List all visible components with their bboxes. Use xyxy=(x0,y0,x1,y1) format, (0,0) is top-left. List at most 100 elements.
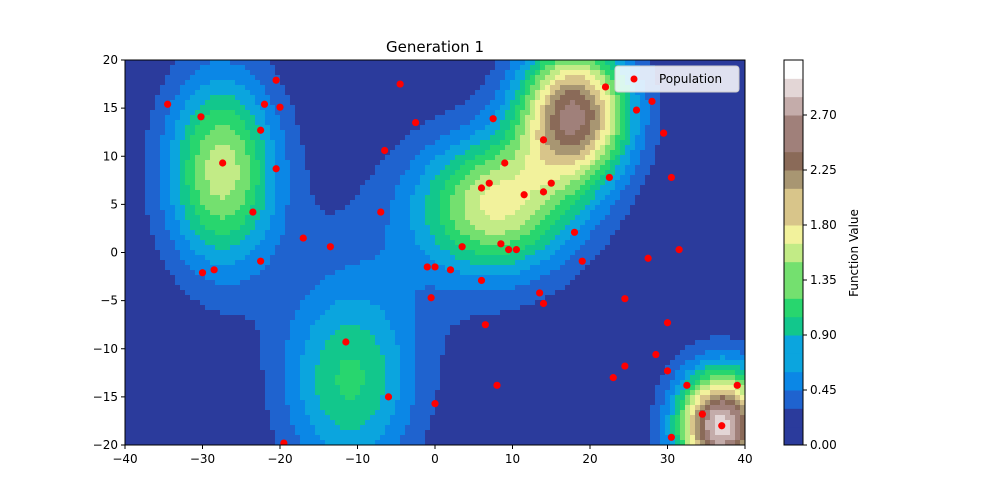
contour-cell xyxy=(245,70,251,76)
contour-cell xyxy=(370,220,376,226)
contour-cell xyxy=(690,250,696,256)
contour-cell xyxy=(710,90,716,96)
contour-cell xyxy=(355,235,361,241)
contour-cell xyxy=(420,235,426,241)
contour-cell xyxy=(145,70,151,76)
contour-cell xyxy=(455,195,461,201)
contour-cell xyxy=(200,105,206,111)
contour-cell xyxy=(170,170,176,176)
contour-cell xyxy=(275,115,281,121)
contour-cell xyxy=(435,180,441,186)
contour-cell xyxy=(505,230,511,236)
contour-cell xyxy=(720,160,726,166)
contour-cell xyxy=(680,195,686,201)
contour-cell xyxy=(525,185,531,191)
contour-cell xyxy=(300,155,306,161)
contour-cell xyxy=(425,185,431,191)
contour-cell xyxy=(435,120,441,126)
contour-cell xyxy=(485,190,491,196)
contour-cell xyxy=(370,210,376,216)
contour-cell xyxy=(150,130,156,136)
contour-cell xyxy=(450,255,456,261)
contour-cell xyxy=(125,190,131,196)
contour-cell xyxy=(485,195,491,201)
contour-cell xyxy=(160,215,166,221)
contour-cell xyxy=(680,220,686,226)
contour-cell xyxy=(660,105,666,111)
contour-cell xyxy=(285,95,291,101)
contour-cell xyxy=(375,225,381,231)
contour-cell xyxy=(450,235,456,241)
contour-cell xyxy=(690,215,696,221)
contour-cell xyxy=(690,60,696,66)
contour-cell xyxy=(525,120,531,126)
contour-cell xyxy=(565,200,571,206)
contour-cell xyxy=(320,215,326,221)
contour-cell xyxy=(445,185,451,191)
contour-cell xyxy=(325,110,331,116)
contour-cell xyxy=(250,115,256,121)
contour-cell xyxy=(530,205,536,211)
contour-cell xyxy=(630,250,636,256)
contour-cell xyxy=(250,150,256,156)
contour-cell xyxy=(655,245,661,251)
contour-cell xyxy=(495,85,501,91)
contour-cell xyxy=(740,180,745,186)
contour-cell xyxy=(225,190,231,196)
contour-cell xyxy=(710,230,716,236)
contour-cell xyxy=(585,150,591,156)
contour-cell xyxy=(405,65,411,71)
contour-cell xyxy=(665,240,671,246)
contour-cell xyxy=(230,75,236,81)
contour-cell xyxy=(300,70,306,76)
contour-cell xyxy=(125,250,131,256)
contour-cell xyxy=(610,60,616,66)
contour-cell xyxy=(435,115,441,121)
contour-cell xyxy=(595,70,601,76)
contour-cell xyxy=(530,130,536,136)
contour-cell xyxy=(400,170,406,176)
contour-cell xyxy=(310,125,316,131)
contour-cell xyxy=(605,255,611,261)
contour-cell xyxy=(180,175,186,181)
contour-cell xyxy=(485,80,491,86)
contour-cell xyxy=(140,130,146,136)
contour-cell xyxy=(465,90,471,96)
contour-cell xyxy=(680,135,686,141)
contour-cell xyxy=(250,135,256,141)
contour-cell xyxy=(345,95,351,101)
contour-cell xyxy=(380,200,386,206)
contour-cell xyxy=(705,100,711,106)
contour-cell xyxy=(130,110,136,116)
contour-cell xyxy=(230,195,236,201)
contour-cell xyxy=(425,170,431,176)
contour-cell xyxy=(395,185,401,191)
contour-cell xyxy=(670,60,676,66)
contour-cell xyxy=(560,150,566,156)
contour-cell xyxy=(480,75,486,81)
contour-cell xyxy=(175,225,181,231)
contour-cell xyxy=(670,240,676,246)
contour-cell xyxy=(720,90,726,96)
contour-cell xyxy=(270,175,276,181)
contour-cell xyxy=(240,240,246,246)
contour-cell xyxy=(495,135,501,141)
contour-cell xyxy=(175,165,181,171)
contour-cell xyxy=(140,135,146,141)
contour-cell xyxy=(365,155,371,161)
contour-cell xyxy=(425,150,431,156)
contour-cell xyxy=(415,135,421,141)
contour-cell xyxy=(465,105,471,111)
contour-cell xyxy=(515,195,521,201)
contour-cell xyxy=(395,165,401,171)
contour-cell xyxy=(485,120,491,126)
contour-cell xyxy=(700,155,706,161)
contour-cell xyxy=(715,155,721,161)
contour-cell xyxy=(350,120,356,126)
contour-cell xyxy=(265,155,271,161)
contour-cell xyxy=(550,200,556,206)
contour-cell xyxy=(735,175,741,181)
contour-cell xyxy=(585,85,591,91)
contour-cell xyxy=(650,225,656,231)
contour-cell xyxy=(320,65,326,71)
